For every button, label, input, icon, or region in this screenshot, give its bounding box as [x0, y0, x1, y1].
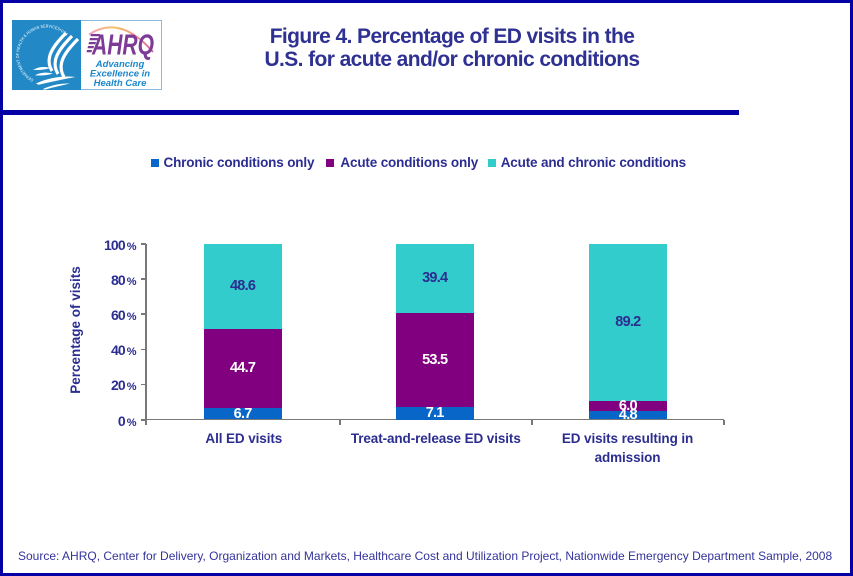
svg-text:Advancing: Advancing	[95, 59, 145, 70]
svg-text:AHRQ: AHRQ	[91, 30, 154, 62]
svg-text:Excellence in: Excellence in	[90, 69, 150, 80]
svg-text:Health Care: Health Care	[94, 78, 148, 89]
